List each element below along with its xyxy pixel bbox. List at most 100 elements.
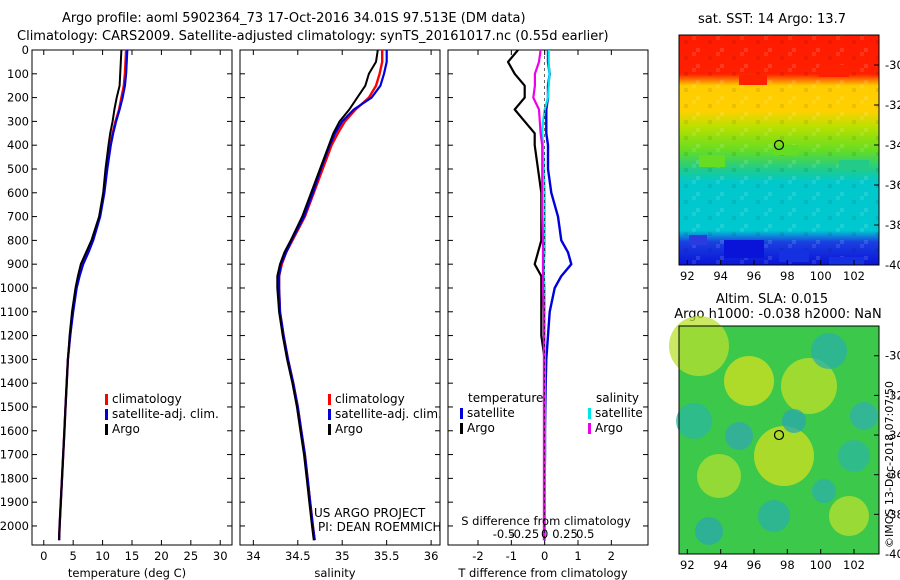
salinity-xtick-label: 34.5	[285, 549, 311, 563]
sla-map-anomaly	[758, 500, 790, 532]
temperature-legend-label: satellite-adj. clim.	[112, 407, 219, 421]
sst-map-xtick-label: 102	[843, 269, 865, 283]
sst-map-xtick-label: 96	[747, 269, 762, 283]
sla-map-anomaly	[724, 356, 774, 406]
temperature-ytick-label: 1600	[0, 424, 29, 438]
difference-s-tick-label: -0.25	[509, 527, 539, 541]
salinity-legend-swatch	[328, 394, 331, 405]
difference-series-s-argo	[532, 50, 546, 541]
sla-map-ytick-label: -34	[885, 428, 900, 442]
difference-s-tick-label: -0.5	[493, 527, 515, 541]
temperature-ytick-label: 1800	[0, 471, 29, 485]
salinity-xtick-label: 35	[335, 549, 350, 563]
temperature-ytick-label: 1900	[0, 495, 29, 509]
sla-map-anomaly	[669, 316, 729, 376]
temperature-ytick-label: 1100	[0, 305, 29, 319]
sla-map-anomaly	[676, 403, 712, 439]
temperature-series-group	[57, 50, 129, 541]
sla-map-ytick-label: -40	[885, 547, 900, 561]
temperature-ytick-label: 800	[7, 233, 29, 247]
temperature-ytick-label: 300	[7, 114, 29, 128]
sla-map-argo-marker	[773, 429, 785, 441]
imos-stamp: ©IMOS 13-Dec-2018 07:07:50	[883, 381, 896, 548]
sla-map-title: Altim. SLA: 0.015	[716, 292, 828, 307]
sst-map-ytick-label: -30	[885, 58, 900, 72]
temperature-xtick-label: 30	[213, 549, 228, 563]
sla-map-anomaly	[695, 517, 723, 545]
temperature-ytick-label: 1400	[0, 376, 29, 390]
figure-title-line1: Argo profile: aoml 5902364_73 17-Oct-201…	[62, 11, 526, 26]
difference-s-label: S difference from climatology	[461, 514, 631, 528]
sla-map-anomaly	[811, 333, 847, 369]
salinity-xtick-label: 35.5	[374, 549, 400, 563]
difference-legend-title-temperature: temperature	[468, 391, 543, 405]
temperature-legend-swatch	[105, 424, 108, 435]
sst-map-patch	[699, 155, 725, 167]
difference-xtick-label: -1	[506, 549, 517, 563]
temperature-ytick-label: 2000	[0, 519, 29, 533]
sst-map-panel: sat. SST: 14 Argo: 13.7 92 94 96 98 100 102 -30…	[678, 12, 900, 283]
sst-map-xtick-label: 92	[680, 269, 695, 283]
difference-temperature-legend-label: Argo	[467, 421, 495, 435]
salinity-legend-label: climatology	[335, 392, 405, 406]
salinity-legend-label: Argo	[335, 422, 363, 436]
sla-map-anomaly	[838, 440, 870, 472]
sla-map-subtitle: Argo h1000: -0.038 h2000: NaN	[674, 307, 881, 322]
sst-map-patch	[774, 145, 798, 155]
temperature-legend-label: climatology	[112, 392, 182, 406]
temperature-ytick-label: 400	[7, 138, 29, 152]
sla-map-xtick-label: 100	[810, 558, 832, 572]
sst-map-patch	[839, 160, 869, 170]
temperature-frame	[31, 49, 233, 546]
sla-map-ytick-label: -38	[885, 507, 900, 521]
sla-map-anomaly	[829, 496, 869, 536]
sst-map-xtick-label: 94	[713, 269, 728, 283]
difference-xtick-label: 0	[541, 549, 548, 563]
sst-map-patch	[779, 250, 809, 262]
temperature-ytick-label: 0	[22, 43, 29, 57]
temperature-xlabel: temperature (deg C)	[68, 566, 186, 580]
salinity-series-argo	[276, 50, 379, 541]
sst-map-xtick-label: 98	[780, 269, 795, 283]
temperature-ytick-label: 700	[7, 210, 29, 224]
sst-map-xtick-label: 100	[810, 269, 832, 283]
sla-map-xtick-label: 96	[747, 558, 762, 572]
sst-map-patch	[689, 235, 707, 245]
sla-map-xtick-label: 102	[843, 558, 865, 572]
temperature-ytick-label: 1700	[0, 448, 29, 462]
salinity-annotation-line1: US ARGO PROJECT	[314, 506, 426, 520]
figure-title-line2: Climatology: CARS2009. Satellite-adjuste…	[17, 29, 609, 44]
salinity-annotation-line2: PI: DEAN ROEMMICH	[318, 520, 441, 534]
difference-temperature-legend-swatch	[460, 423, 463, 434]
difference-frame	[447, 49, 649, 546]
sla-map-anomaly	[754, 426, 814, 486]
salinity-panel: 34 34.5 35 35.5 36 salinity climatologysatelli…	[239, 49, 442, 580]
temperature-ytick-label: 1300	[0, 352, 29, 366]
difference-salinity-legend-swatch	[588, 423, 591, 434]
salinity-legend-swatch	[328, 424, 331, 435]
sla-map-anomaly	[782, 409, 806, 433]
temperature-ytick-label: 100	[7, 67, 29, 81]
sla-map-anomaly	[697, 454, 741, 498]
difference-salinity-legend-label: satellite	[595, 406, 643, 420]
sla-map-frame	[678, 325, 880, 555]
salinity-series-group	[276, 50, 388, 541]
sla-map-ytick-label: -30	[885, 349, 900, 363]
temperature-ytick-label: 1000	[0, 281, 29, 295]
sst-map-ytick-label: -32	[885, 98, 900, 112]
difference-s-tick-label: 0.25	[552, 527, 578, 541]
salinity-frame	[239, 49, 441, 546]
salinity-xlabel: salinity	[314, 566, 355, 580]
temperature-legend-swatch	[105, 394, 108, 405]
difference-temperature-legend-label: satellite	[467, 406, 515, 420]
temperature-legend-swatch	[105, 409, 108, 420]
difference-xtick-label: 1	[574, 549, 581, 563]
salinity-xtick-label: 34	[246, 549, 261, 563]
sla-map-anomaly	[725, 422, 753, 450]
sst-map-patch	[829, 257, 864, 265]
sla-map-xtick-label: 92	[680, 558, 695, 572]
salinity-legend-swatch	[328, 409, 331, 420]
temperature-ytick-label: 1500	[0, 400, 29, 414]
